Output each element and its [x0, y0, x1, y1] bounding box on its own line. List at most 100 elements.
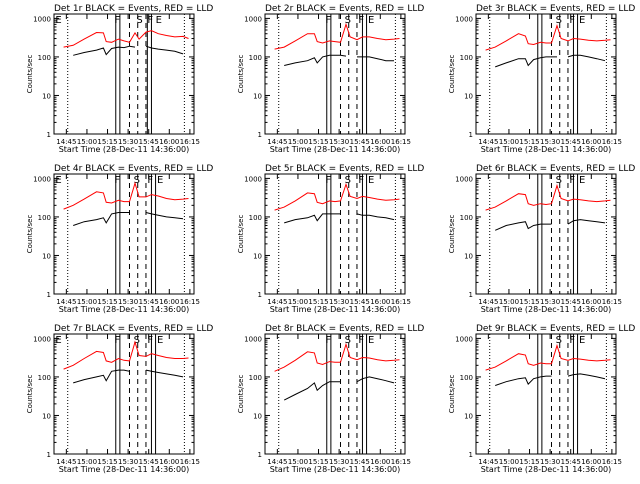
x-tick-label: 15:30: [118, 458, 138, 466]
y-tick-label: 1: [258, 291, 262, 299]
x-tick-label: 15:15: [308, 458, 328, 466]
region-label: F: [114, 15, 120, 26]
y-tick-label: 1000: [455, 335, 473, 343]
x-axis-label: Start Time (28-Dec-11 14:36:00): [59, 465, 190, 474]
plot-frame: [264, 13, 406, 135]
x-tick-label: 16:00: [159, 298, 179, 306]
region-label: E: [579, 15, 585, 26]
y-tick-label: 1000: [33, 15, 51, 23]
x-tick-label: 15:00: [499, 298, 519, 306]
x-tick-label: 16:00: [159, 138, 179, 146]
x-tick-label: 15:30: [540, 298, 560, 306]
x-axis-label: Start Time (28-Dec-11 14:36:00): [270, 305, 401, 314]
x-axis-label: Start Time (28-Dec-11 14:36:00): [59, 145, 190, 154]
y-tick-label: 10: [464, 252, 473, 260]
series-line-events: [284, 54, 394, 66]
y-tick-label: 1: [47, 451, 51, 459]
region-label: F: [569, 175, 575, 186]
x-tick-label: 15:00: [499, 458, 519, 466]
x-tick-label: 15:00: [77, 138, 97, 146]
x-tick-label: 15:15: [308, 138, 328, 146]
x-tick-label: 15:45: [561, 298, 581, 306]
plot-frame: [264, 333, 406, 455]
chart-panel-7: Det 7r BLACK = Events, RED = LLD 1 10 100 10…: [26, 324, 213, 474]
y-axis-label: Counts/sec: [26, 375, 34, 414]
series-line-lld: [274, 22, 400, 50]
region-label: E: [368, 15, 374, 26]
region-label: E: [55, 335, 61, 346]
plot-frame: [53, 13, 195, 135]
region-label: F: [147, 335, 153, 346]
x-tick-label: 15:45: [561, 138, 581, 146]
x-tick-label: 16:15: [391, 298, 411, 306]
chart-title: Det 8r BLACK = Events, RED = LLD: [265, 324, 424, 334]
y-axis-label: Counts/sec: [448, 375, 456, 414]
x-tick-label: 14:45: [56, 458, 76, 466]
region-label: F: [147, 175, 153, 186]
series-line-events: [73, 212, 184, 226]
region-label: S: [134, 175, 140, 186]
region-label: F: [114, 175, 120, 186]
y-tick-label: 1: [258, 451, 262, 459]
x-axis-label: Start Time (28-Dec-11 14:36:00): [481, 305, 612, 314]
region-label: E: [157, 175, 163, 186]
series-line-events: [495, 54, 606, 68]
x-tick-label: 14:45: [56, 298, 76, 306]
x-tick-label: 15:30: [329, 298, 349, 306]
region-label: F: [325, 15, 331, 26]
y-tick-label: 1: [258, 131, 262, 139]
y-tick-label: 10: [253, 92, 262, 100]
x-tick-label: 14:45: [267, 138, 287, 146]
x-tick-label: 15:45: [139, 138, 159, 146]
chart-title: Det 4r BLACK = Events, RED = LLD: [54, 164, 213, 174]
chart-title: Det 6r BLACK = Events, RED = LLD: [476, 164, 635, 174]
x-tick-label: 14:45: [478, 458, 498, 466]
x-tick-label: 15:00: [77, 298, 97, 306]
y-tick-label: 1000: [244, 175, 262, 183]
y-tick-label: 1: [469, 451, 473, 459]
chart-panel-1: Det 1r BLACK = Events, RED = LLD 1 10 100 10…: [26, 4, 213, 154]
series-line-events: [284, 213, 395, 224]
chart-title: Det 9r BLACK = Events, RED = LLD: [476, 324, 635, 334]
x-tick-label: 16:15: [602, 298, 622, 306]
series-line-events: [495, 373, 606, 386]
y-tick-label: 10: [253, 252, 262, 260]
y-tick-label: 10: [42, 412, 51, 420]
x-tick-label: 14:45: [478, 298, 498, 306]
x-tick-label: 15:15: [97, 458, 117, 466]
y-axis-label: Counts/sec: [237, 55, 245, 94]
y-tick-label: 1: [47, 131, 51, 139]
series-line-lld: [63, 30, 189, 48]
x-tick-label: 15:00: [77, 458, 97, 466]
x-tick-label: 15:15: [519, 298, 539, 306]
x-axis-label: Start Time (28-Dec-11 14:36:00): [270, 145, 401, 154]
y-tick-label: 1: [469, 291, 473, 299]
x-tick-label: 15:00: [288, 298, 308, 306]
x-tick-label: 15:45: [561, 458, 581, 466]
y-tick-label: 10: [464, 412, 473, 420]
x-tick-label: 15:30: [540, 138, 560, 146]
y-axis-label: Counts/sec: [26, 215, 34, 254]
region-label: F: [358, 15, 364, 26]
series-line-events: [283, 376, 395, 401]
chart-title: Det 3r BLACK = Events, RED = LLD: [476, 4, 635, 14]
region-label: S: [345, 335, 351, 346]
y-tick-label: 100: [460, 214, 473, 222]
x-axis-label: Start Time (28-Dec-11 14:36:00): [481, 465, 612, 474]
y-tick-label: 1: [469, 131, 473, 139]
x-tick-label: 16:00: [370, 138, 390, 146]
chart-panel-6: Det 6r BLACK = Events, RED = LLD 1 10 100 10…: [448, 164, 635, 314]
y-tick-label: 1000: [33, 335, 51, 343]
y-axis-label: Counts/sec: [448, 215, 456, 254]
y-tick-label: 100: [460, 54, 473, 62]
chart-panel-8: Det 8r BLACK = Events, RED = LLD 1 10 100 10…: [237, 324, 424, 474]
series-line-events: [495, 219, 606, 231]
x-tick-label: 15:45: [139, 458, 159, 466]
region-label: S: [345, 175, 351, 186]
chart-title: Det 5r BLACK = Events, RED = LLD: [265, 164, 424, 174]
region-label: F: [569, 15, 575, 26]
series-line-lld: [274, 342, 400, 372]
region-label: E: [368, 175, 374, 186]
series-line-lld: [274, 182, 400, 211]
